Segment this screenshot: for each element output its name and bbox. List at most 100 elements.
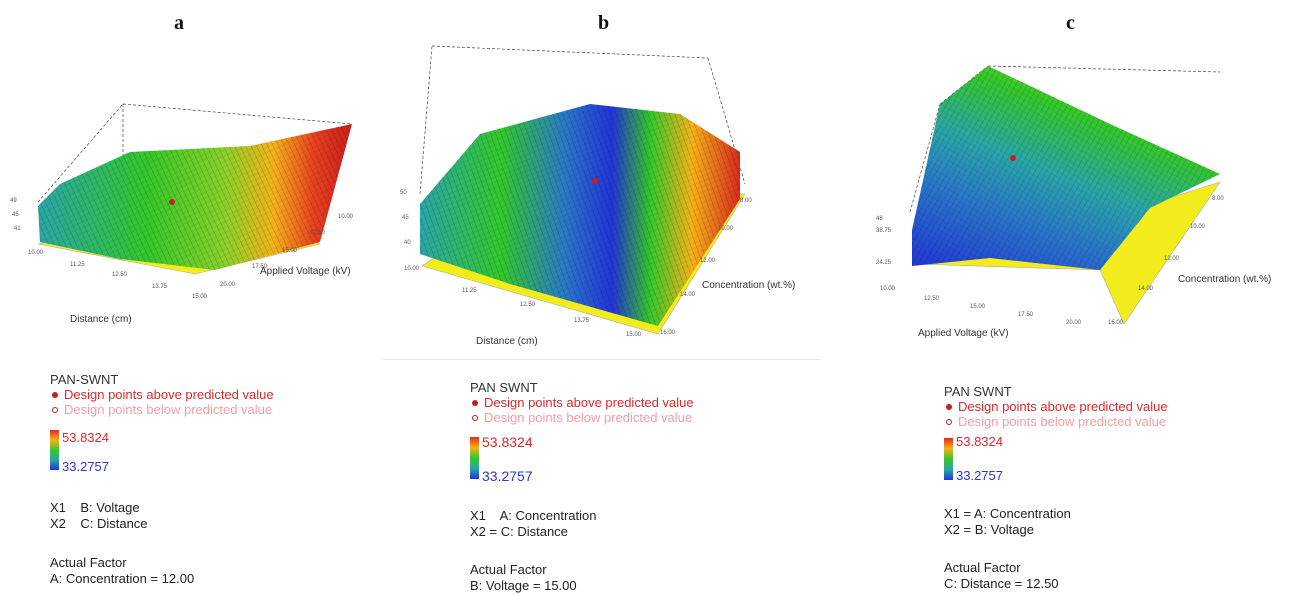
x2-label-c: X2 = B: Voltage: [944, 522, 1034, 537]
filled-dot-icon: [946, 404, 952, 411]
panel-a: a 49 45 41 10.00 11.25 12.50 13.75 15.: [0, 0, 420, 596]
x-tick-c-1: 12.50: [924, 296, 940, 302]
design-point-c: [1010, 155, 1016, 161]
colorbar-min-a: 33.2757: [62, 459, 109, 474]
colorbar-max-a: 53.8324: [62, 430, 109, 445]
surface-mesh-c: [912, 66, 1220, 270]
y-tick-b-1: 10.00: [718, 226, 734, 232]
legend-title-a: PAN-SWNT: [50, 372, 119, 387]
x2-label-b: X2 = C: Distance: [470, 524, 568, 539]
z-tick-c-0: 48: [876, 216, 883, 222]
x1-label-a: X1 B: Voltage: [50, 500, 140, 515]
factors-b: X1 A: Concentration X2 = C: Distance: [470, 508, 596, 540]
actual-factor-b: Actual Factor B: Voltage = 15.00: [470, 562, 577, 594]
surface-mesh-a: [38, 124, 352, 270]
hollow-dot-icon: [472, 415, 478, 422]
y-tick-c-1: 10.00: [1190, 224, 1206, 230]
z-tick-b-1: 45: [402, 215, 409, 221]
y-axis-label-c: Concentration (wt.%): [1178, 274, 1271, 285]
x-tick-b-4: 15.00: [626, 332, 642, 338]
actual-factor-a: Actual Factor A: Concentration = 12.00: [50, 555, 194, 587]
x-tick-c-4: 20.00: [1066, 320, 1082, 326]
actual-factor-value-c: C: Distance = 12.50: [944, 576, 1059, 591]
colorbar-c: [944, 438, 953, 480]
x-tick-b-3: 13.75: [574, 318, 590, 324]
x2-label-a: X2 C: Distance: [50, 516, 148, 531]
z-tick-a-2: 41: [14, 226, 21, 232]
legend-below-b: Design points below predicted value: [470, 410, 694, 425]
y-tick-b-2: 12.00: [700, 258, 716, 264]
x-tick-a-2: 12.50: [112, 272, 128, 278]
x-tick-b-2: 12.50: [520, 302, 536, 308]
x-tick-b-1: 11.25: [462, 288, 477, 294]
colorbar-max-c: 53.8324: [956, 434, 1003, 449]
actual-factor-title-a: Actual Factor: [50, 555, 127, 570]
divider-line: [383, 359, 821, 360]
design-point-b: [592, 178, 598, 184]
actual-factor-value-b: B: Voltage = 15.00: [470, 578, 577, 593]
x-tick-a-3: 13.75: [152, 284, 168, 290]
x1-label-c: X1 = A: Concentration: [944, 506, 1071, 521]
surface-plot-a: 49 45 41 10.00 11.25 12.50 13.75 15.00 2…: [10, 103, 354, 325]
filled-dot-icon: [472, 400, 478, 407]
filled-dot-icon: [52, 392, 58, 399]
y-tick-c-2: 12.00: [1164, 256, 1180, 262]
surface-mesh-b: [420, 104, 740, 326]
actual-factor-c: Actual Factor C: Distance = 12.50: [944, 560, 1059, 592]
surface-plot-c: 48 38.75 24.25 10.00 12.50 15.00 17.50 2…: [876, 65, 1271, 339]
x-axis-label-a: Distance (cm): [70, 314, 132, 325]
legend-below-a: Design points below predicted value: [50, 402, 274, 417]
y-tick-c-3: 14.00: [1138, 286, 1154, 292]
hollow-dot-icon: [946, 419, 952, 426]
legend-below-c: Design points below predicted value: [944, 414, 1168, 429]
panel-letter-c: c: [1066, 12, 1075, 34]
z-tick-b-2: 40: [404, 240, 411, 246]
colorbar-min-b: 33.2757: [482, 468, 533, 484]
actual-factor-title-b: Actual Factor: [470, 562, 547, 577]
z-tick-a-1: 45: [12, 212, 19, 218]
x-tick-a-0: 10.00: [28, 250, 44, 256]
y-axis-label-b: Concentration (wt.%): [702, 280, 795, 291]
z-tick-a-0: 49: [10, 198, 17, 204]
colorbar-a: [50, 430, 59, 470]
legend-b: PAN SWNT Design points above predicted v…: [470, 380, 694, 425]
factors-a: X1 B: Voltage X2 C: Distance: [50, 500, 148, 532]
y-tick-c-4: 16.00: [1108, 320, 1124, 326]
y-tick-a-1: 12.50: [310, 230, 326, 236]
legend-above-b: Design points above predicted value: [470, 395, 694, 410]
y-tick-a-4: 20.00: [220, 282, 236, 288]
x1-label-b: X1 A: Concentration: [470, 508, 597, 523]
hollow-dot-icon: [52, 407, 58, 414]
y-tick-c-0: 8.00: [1212, 196, 1224, 202]
panel-b: b 50 45 40 10.00 11.25 12.50 13.7: [390, 0, 830, 596]
panel-c: c 48 38.75 24.25 10.00 12.50 15.00 17.50: [860, 0, 1300, 596]
y-tick-b-3: 14.00: [680, 292, 696, 298]
legend-above-c: Design points above predicted value: [944, 399, 1168, 414]
x-tick-a-4: 15.00: [192, 294, 208, 300]
colorbar-b: [470, 437, 479, 479]
x-tick-b-0: 10.00: [404, 266, 420, 272]
legend-a: PAN-SWNT Design points above predicted v…: [50, 372, 274, 417]
y-tick-b-0: 8.00: [740, 198, 752, 204]
colorbar-min-c: 33.2757: [956, 468, 1003, 483]
y-tick-b-4: 16.00: [660, 330, 676, 336]
x-axis-label-c: Applied Voltage (kV): [918, 328, 1009, 339]
legend-title-b: PAN SWNT: [470, 380, 538, 395]
colorbar-max-b: 53.8324: [482, 434, 533, 450]
x-tick-a-1: 11.25: [70, 262, 85, 268]
legend-title-c: PAN SWNT: [944, 384, 1012, 399]
z-tick-b-0: 50: [400, 190, 407, 196]
x-tick-c-3: 17.50: [1018, 312, 1034, 318]
y-tick-a-2: 15.00: [282, 248, 298, 254]
actual-factor-title-c: Actual Factor: [944, 560, 1021, 575]
y-axis-label-a: Applied Voltage (kV): [260, 266, 351, 277]
x-tick-c-0: 10.00: [880, 286, 896, 292]
design-point-a: [169, 199, 175, 205]
panel-letter-b: b: [598, 12, 610, 34]
panel-letter-a: a: [174, 12, 184, 34]
z-tick-c-1: 38.75: [876, 228, 892, 234]
z-tick-c-2: 24.25: [876, 260, 892, 266]
legend-c: PAN SWNT Design points above predicted v…: [944, 384, 1168, 429]
surface-plot-b: 50 45 40 10.00 11.25 12.50 13.75 15.00 1…: [400, 45, 795, 347]
y-tick-a-0: 10.00: [338, 214, 354, 220]
